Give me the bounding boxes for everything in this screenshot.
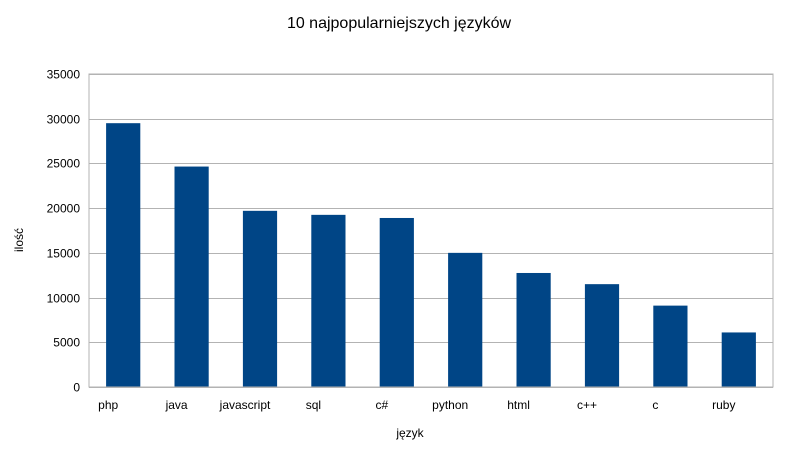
bars xyxy=(106,123,756,387)
bar-java xyxy=(174,166,209,387)
y-tick-labels: 0 5000 10000 15000 20000 25000 30000 35000 xyxy=(47,68,81,395)
bar-python xyxy=(448,252,483,387)
x-tick-label: c++ xyxy=(577,398,597,412)
x-tick-labels: php java javascript sql c# python html c++ c ruby xyxy=(98,398,735,412)
x-tick-label: python xyxy=(432,398,468,412)
bar-html xyxy=(516,272,551,387)
y-tick-label: 5000 xyxy=(53,336,80,350)
x-tick-label: ruby xyxy=(712,398,735,412)
bar-c# xyxy=(379,217,414,387)
x-axis-label: język xyxy=(395,426,424,440)
y-tick-label: 25000 xyxy=(47,157,81,171)
bar-c++ xyxy=(584,284,620,387)
y-tick-label: 0 xyxy=(73,381,80,395)
bar-ruby xyxy=(721,332,756,387)
y-tick-label: 10000 xyxy=(47,292,81,306)
bar-c xyxy=(653,305,688,387)
x-tick-label: java xyxy=(165,398,188,412)
y-tick-label: 30000 xyxy=(47,113,81,127)
y-tick-label: 15000 xyxy=(47,247,81,261)
bar-javascript xyxy=(242,210,278,387)
x-tick-label: html xyxy=(507,398,530,412)
x-tick-label: c xyxy=(652,398,658,412)
bar-php xyxy=(106,123,141,387)
bar-sql xyxy=(311,214,346,387)
y-tick-label: 35000 xyxy=(47,68,81,82)
x-tick-label: javascript xyxy=(219,398,271,412)
x-tick-label: sql xyxy=(306,398,321,412)
y-tick-label: 20000 xyxy=(47,202,81,216)
y-axis-label: ilość xyxy=(12,228,26,252)
x-tick-label: c# xyxy=(375,398,388,412)
plot-area-frame xyxy=(88,73,774,388)
chart-title: 10 najpopularniejszych języków xyxy=(287,15,512,32)
x-tick-label: php xyxy=(98,398,118,412)
